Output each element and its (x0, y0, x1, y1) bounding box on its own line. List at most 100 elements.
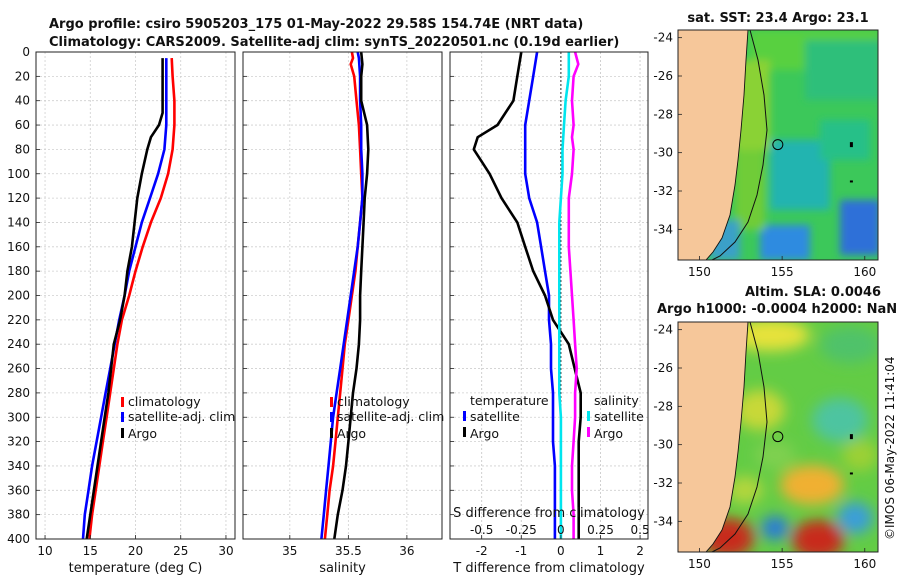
sst-map-axes: 150 155 160 -24 -26 -28 -30 -32 -34 (653, 29, 879, 279)
series-line-argo (333, 51, 370, 540)
lat-tick-label: -32 (653, 476, 673, 490)
lat-tick-label: -34 (653, 222, 673, 236)
s-tick-label: 0.5 (631, 523, 650, 537)
y-tick-label: 80 (15, 142, 30, 156)
y-tick-label: 180 (7, 264, 30, 278)
legend-label-argo: Argo (128, 426, 157, 441)
y-tick-label: 40 (15, 94, 30, 108)
island-marker (849, 142, 853, 148)
x-axis-label: temperature (deg C) (69, 561, 203, 576)
x-tick-label: 20 (128, 544, 143, 558)
series-line-t-satellite (523, 51, 557, 539)
island-marker (849, 434, 853, 440)
lon-tick-label: 155 (771, 265, 794, 279)
island-marker (849, 472, 853, 475)
x-tick-label: 30 (218, 544, 233, 558)
y-tick-label: 100 (7, 167, 30, 181)
y-tick-label: 220 (7, 313, 30, 327)
legend-label-argo: Argo (337, 426, 366, 441)
lat-tick-label: -24 (653, 323, 673, 337)
sla-patches (702, 322, 878, 552)
sst-patches (710, 30, 878, 260)
lat-tick-label: -30 (653, 146, 673, 160)
coastline (705, 30, 749, 260)
temperature-profile-panel: 10 15 20 25 30 temperature (deg C) 0 20 40 60 80 10… (7, 45, 236, 576)
legend-swatch-satellite-adj (330, 412, 333, 422)
s-axis-label: S difference from climatology (453, 506, 645, 521)
series-line-s-argo (567, 51, 580, 539)
lat-tick-label: -30 (653, 438, 673, 452)
legend-swatch-climatology (330, 397, 333, 407)
lon-tick-label: 160 (853, 557, 876, 571)
island-marker (849, 180, 853, 183)
x-tick-label: -2 (476, 544, 488, 558)
sla-map-axes: 150 155 160 -24 -26 -28 -30 -32 -34 (653, 321, 879, 571)
lat-tick-label: -26 (653, 361, 673, 375)
legend-label-climatology: climatology (128, 394, 201, 409)
series-line-s-satellite (557, 52, 571, 539)
legend-label-s-satellite: satellite (594, 409, 644, 424)
legend-swatch-t-argo (463, 427, 466, 437)
lat-tick-label: -34 (653, 514, 673, 528)
sla-map-title: Altim. SLA: 0.0046 (745, 285, 881, 300)
legend-swatch-argo (121, 428, 124, 438)
legend-swatch-t-satellite (463, 411, 466, 421)
s-tick-label: -0.25 (506, 523, 537, 537)
shelf-contour (711, 30, 768, 260)
sst-map-title: sat. SST: 23.4 Argo: 23.1 (687, 11, 868, 26)
coastline (705, 322, 749, 552)
x-tick-label: 36 (399, 544, 414, 558)
y-tick-label: 240 (7, 337, 30, 351)
s-tick-label: -0.5 (470, 523, 493, 537)
s-tick-label: 0.25 (587, 523, 614, 537)
y-tick-label: 0 (22, 45, 30, 59)
series-line-satellite-adj-clim (320, 51, 364, 540)
float-position-marker (772, 139, 784, 151)
x-tick-label: 15 (83, 544, 98, 558)
x-tick-label: 0 (557, 544, 565, 558)
sst-map (678, 30, 878, 260)
difference-legend: temperature satellite Argo salinity sate… (463, 393, 644, 441)
float-position-marker (772, 431, 784, 443)
shelf-contour (711, 322, 768, 552)
y-tick-label: 60 (15, 118, 30, 132)
lat-tick-label: -26 (653, 69, 673, 83)
x-tick-label: 1 (597, 544, 605, 558)
legend-swatch-argo (330, 428, 333, 438)
series-line-t-argo (472, 51, 583, 539)
x-tick-label: 35 (282, 544, 297, 558)
legend-label-satellite-adj: satellite-adj. clim (128, 409, 235, 424)
difference-profile-panel: -2 -1 0 1 2 T difference from climatology -0.5… (449, 51, 650, 576)
sla-map-subtitle: Argo h1000: -0.0004 h2000: NaN (657, 302, 897, 317)
legend-label-s-argo: Argo (594, 426, 623, 441)
lat-tick-label: -32 (653, 184, 673, 198)
x-tick-label: -1 (515, 544, 527, 558)
y-tick-label: 120 (7, 191, 30, 205)
salinity-profile-panel: 35 35.5 36 salinity (242, 51, 443, 576)
legend-header-temperature: temperature (470, 393, 549, 408)
map-frame (677, 321, 879, 553)
figure-title-line2: Climatology: CARS2009. Satellite-adj cli… (49, 35, 619, 50)
copyright-stamp: ©IMOS 06-May-2022 11:41:04 (883, 356, 897, 540)
y-tick-label: 360 (7, 483, 30, 497)
y-tick-label: 300 (7, 410, 30, 424)
figure-title-line1: Argo profile: csiro 5905203_175 01-May-2… (49, 17, 583, 32)
lat-tick-label: -28 (653, 107, 673, 121)
land-mass (678, 30, 748, 260)
y-tick-label: 160 (7, 240, 30, 254)
y-tick-label: 260 (7, 362, 30, 376)
x-tick-label: 25 (173, 544, 188, 558)
x-tick-label: 10 (37, 544, 52, 558)
lat-tick-label: -28 (653, 399, 673, 413)
salinity-legend: climatology satellite-adj. clim Argo (330, 394, 444, 441)
sla-map (678, 322, 878, 552)
y-tick-label: 140 (7, 215, 30, 229)
lon-tick-label: 160 (853, 265, 876, 279)
y-tick-label: 280 (7, 386, 30, 400)
y-tick-label: 20 (15, 69, 30, 83)
series-line-climatology (88, 58, 176, 540)
lon-tick-label: 150 (688, 265, 711, 279)
x-tick-label: 35.5 (335, 544, 362, 558)
legend-header-salinity: salinity (594, 393, 639, 408)
